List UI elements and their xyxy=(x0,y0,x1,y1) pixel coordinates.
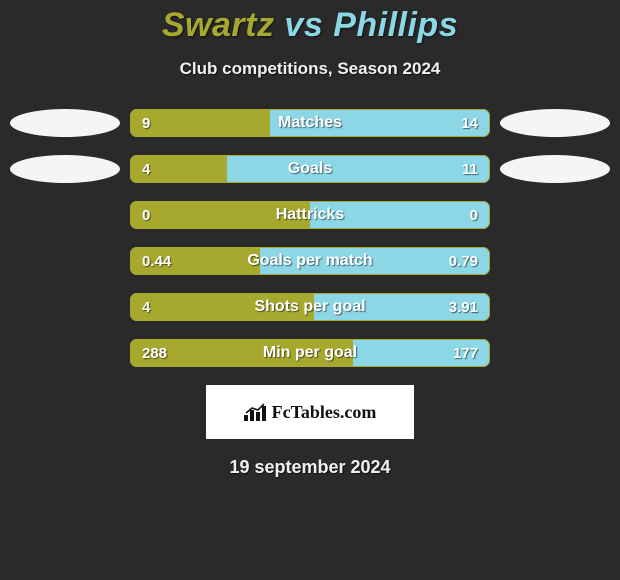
stat-row: 0Hattricks0 xyxy=(0,201,620,229)
title-vs: vs xyxy=(284,6,323,44)
stat-bar: 4Goals11 xyxy=(130,155,490,183)
bar-left-fill xyxy=(130,247,260,275)
player1-logo xyxy=(10,155,120,183)
stat-bar: 0Hattricks0 xyxy=(130,201,490,229)
brand-text: FcTables.com xyxy=(272,402,377,423)
stat-row: 9Matches14 xyxy=(0,109,620,137)
stat-row: 4Goals11 xyxy=(0,155,620,183)
stat-bar: 4Shots per goal3.91 xyxy=(130,293,490,321)
date-text: 19 september 2024 xyxy=(0,457,620,478)
player1-logo xyxy=(10,109,120,137)
page-title: Swartz vs Phillips xyxy=(0,6,620,45)
stat-row: 288Min per goal177 xyxy=(0,339,620,367)
player2-name: Phillips xyxy=(333,6,458,44)
stat-bar: 9Matches14 xyxy=(130,109,490,137)
stat-bar: 0.44Goals per match0.79 xyxy=(130,247,490,275)
subtitle: Club competitions, Season 2024 xyxy=(0,59,620,79)
stats-container: 9Matches14 4Goals11 0Hattricks0 0.44Goals p… xyxy=(0,109,620,367)
brand-badge: FcTables.com xyxy=(206,385,414,439)
bar-left-fill xyxy=(130,293,314,321)
bar-left-fill xyxy=(130,339,353,367)
bar-left-fill xyxy=(130,109,270,137)
comparison-infographic: Swartz vs Phillips Club competitions, Se… xyxy=(0,0,620,478)
stat-row: 4Shots per goal3.91 xyxy=(0,293,620,321)
bar-left-fill xyxy=(130,201,310,229)
chart-icon xyxy=(244,403,266,421)
player2-logo xyxy=(500,109,610,137)
bar-left-fill xyxy=(130,155,227,183)
player1-name: Swartz xyxy=(162,6,275,44)
stat-bar: 288Min per goal177 xyxy=(130,339,490,367)
stat-row: 0.44Goals per match0.79 xyxy=(0,247,620,275)
player2-logo xyxy=(500,155,610,183)
